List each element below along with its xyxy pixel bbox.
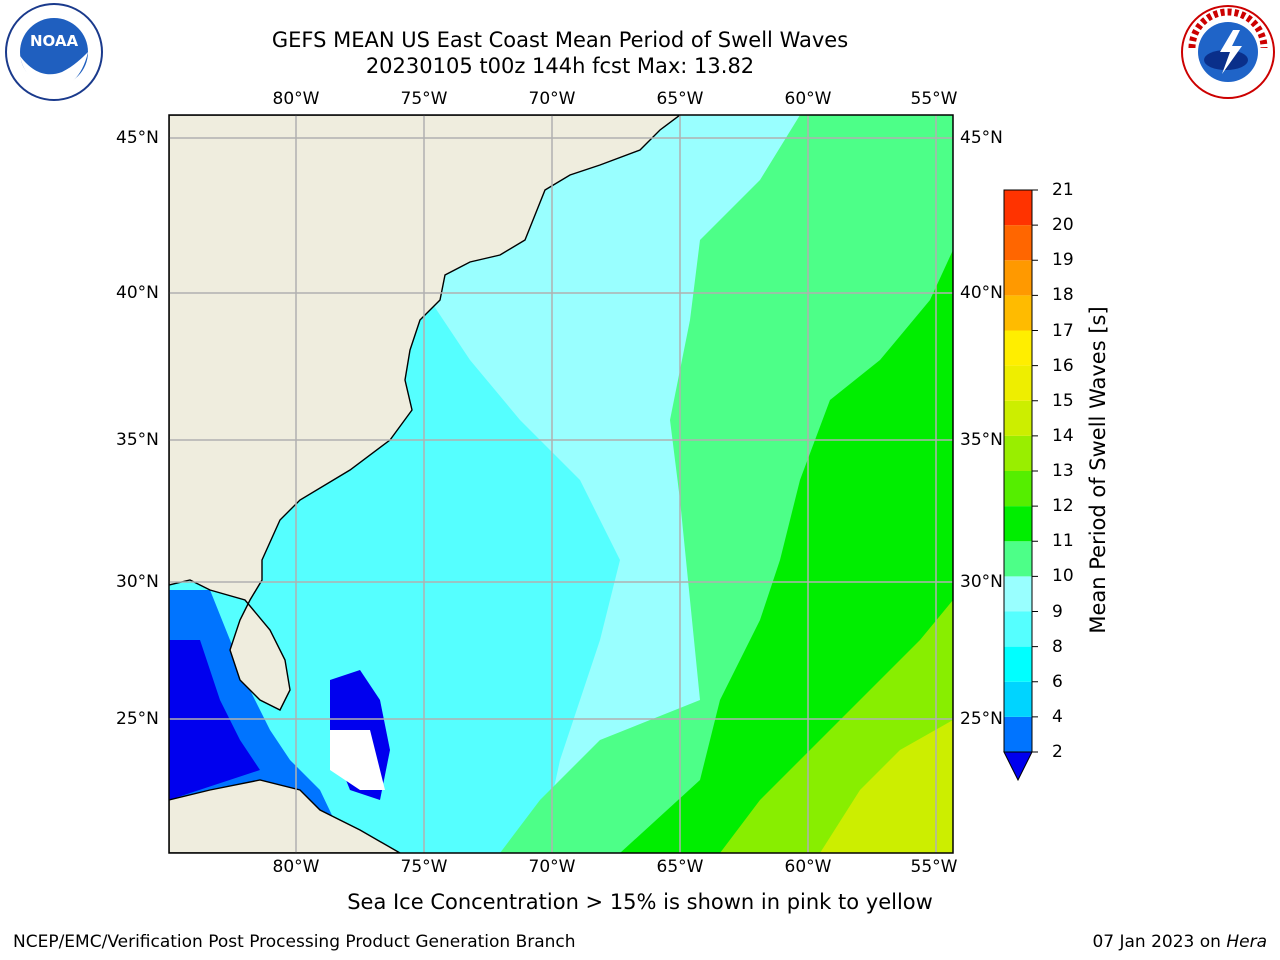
colorbar-segment — [1004, 435, 1032, 471]
colorbar-tick-label: 21 — [1052, 180, 1074, 200]
colorbar-tick-label: 20 — [1052, 215, 1074, 236]
lon-label-bottom: 65°W — [656, 857, 704, 877]
map-title: GEFS MEAN US East Coast Mean Period of S… — [271, 28, 849, 52]
lon-label-top: 60°W — [784, 89, 832, 109]
lat-label-left: 30°N — [116, 572, 159, 592]
lon-label-top: 80°W — [272, 89, 320, 109]
lon-label-bottom: 75°W — [400, 857, 448, 877]
colorbar-tick-label: 11 — [1052, 531, 1074, 552]
nws-logo — [1178, 2, 1278, 106]
credit-date: 07 Jan 2023 on Hera — [1092, 932, 1267, 952]
lat-label-right: 30°N — [960, 572, 1003, 592]
colorbar-segment — [1004, 400, 1032, 436]
lat-label-left: 40°N — [116, 283, 159, 303]
colorbar-segment — [1004, 295, 1032, 331]
lat-label-right: 35°N — [960, 430, 1003, 450]
colorbar-segment — [1004, 330, 1032, 366]
lat-label-left: 45°N — [116, 128, 159, 148]
colorbar-label: Mean Period of Swell Waves [s] — [1086, 306, 1110, 634]
swell-13-14-zone — [820, 720, 953, 853]
colorbar — [1003, 189, 1038, 782]
colorbar-tick-label: 10 — [1052, 566, 1074, 587]
colorbar-tick-label: 14 — [1052, 425, 1074, 446]
colorbar-segment — [1004, 190, 1032, 226]
colorbar-segment — [1004, 225, 1032, 261]
svg-text:NOAA: NOAA — [30, 32, 79, 50]
lon-label-top: 70°W — [528, 89, 576, 109]
colorbar-segment — [1004, 260, 1032, 296]
colorbar-segment — [1004, 576, 1032, 612]
gulf-low-swell-zone — [169, 590, 350, 853]
colorbar-tick-label: 17 — [1052, 320, 1074, 341]
colorbar-segment — [1004, 365, 1032, 401]
colorbar-tick-label: 2 — [1052, 742, 1063, 762]
colorbar-tick-label: 12 — [1052, 496, 1074, 517]
lon-label-top: 55°W — [910, 89, 958, 109]
map-subtitle: 20230105 t00z 144h fcst Max: 13.82 — [365, 54, 755, 78]
lat-label-right: 45°N — [960, 128, 1003, 148]
colorbar-segment — [1004, 716, 1032, 752]
lat-label-right: 25°N — [960, 709, 1003, 729]
colorbar-tick-label: 18 — [1052, 285, 1074, 306]
colorbar-tick-label: 9 — [1052, 601, 1063, 622]
lon-label-bottom: 80°W — [272, 857, 320, 877]
colorbar-segment — [1004, 681, 1032, 717]
colorbar-tick-label: 19 — [1052, 250, 1074, 271]
colorbar-tick-label: 6 — [1052, 671, 1063, 692]
colorbar-tick-label: 16 — [1052, 355, 1074, 376]
credit-machine: Hera — [1226, 932, 1267, 952]
colorbar-tick-label: 15 — [1052, 390, 1074, 411]
credit-branch: NCEP/EMC/Verification Post Processing Pr… — [13, 932, 576, 952]
colorbar-tick-label: 13 — [1052, 461, 1074, 481]
colorbar-segment — [1004, 611, 1032, 647]
lat-label-right: 40°N — [960, 283, 1003, 303]
credit-date-text: 07 Jan 2023 on — [1092, 932, 1227, 952]
cuba-land — [169, 779, 402, 853]
map-frame — [168, 114, 954, 854]
lat-label-left: 25°N — [116, 709, 159, 729]
colorbar-extend-arrow — [1003, 751, 1033, 782]
colorbar-segment — [1004, 506, 1032, 542]
colorbar-tick-label: 8 — [1052, 636, 1063, 657]
land-mask-bahamas — [330, 730, 385, 790]
colorbar-tick-label: 4 — [1052, 706, 1063, 727]
colorbar-segment — [1004, 541, 1032, 577]
sea-ice-caption: Sea Ice Concentration > 15% is shown in … — [347, 890, 933, 914]
lon-label-bottom: 60°W — [784, 857, 832, 877]
graticule — [169, 115, 953, 853]
colorbar-segment — [1004, 471, 1032, 507]
lon-label-bottom: 70°W — [528, 857, 576, 877]
lon-label-top: 75°W — [400, 89, 448, 109]
noaa-logo: NOAA — [2, 2, 106, 110]
lat-label-left: 35°N — [116, 430, 159, 450]
lon-label-bottom: 55°W — [910, 857, 958, 877]
lon-label-top: 65°W — [656, 89, 704, 109]
colorbar-segment — [1004, 646, 1032, 682]
